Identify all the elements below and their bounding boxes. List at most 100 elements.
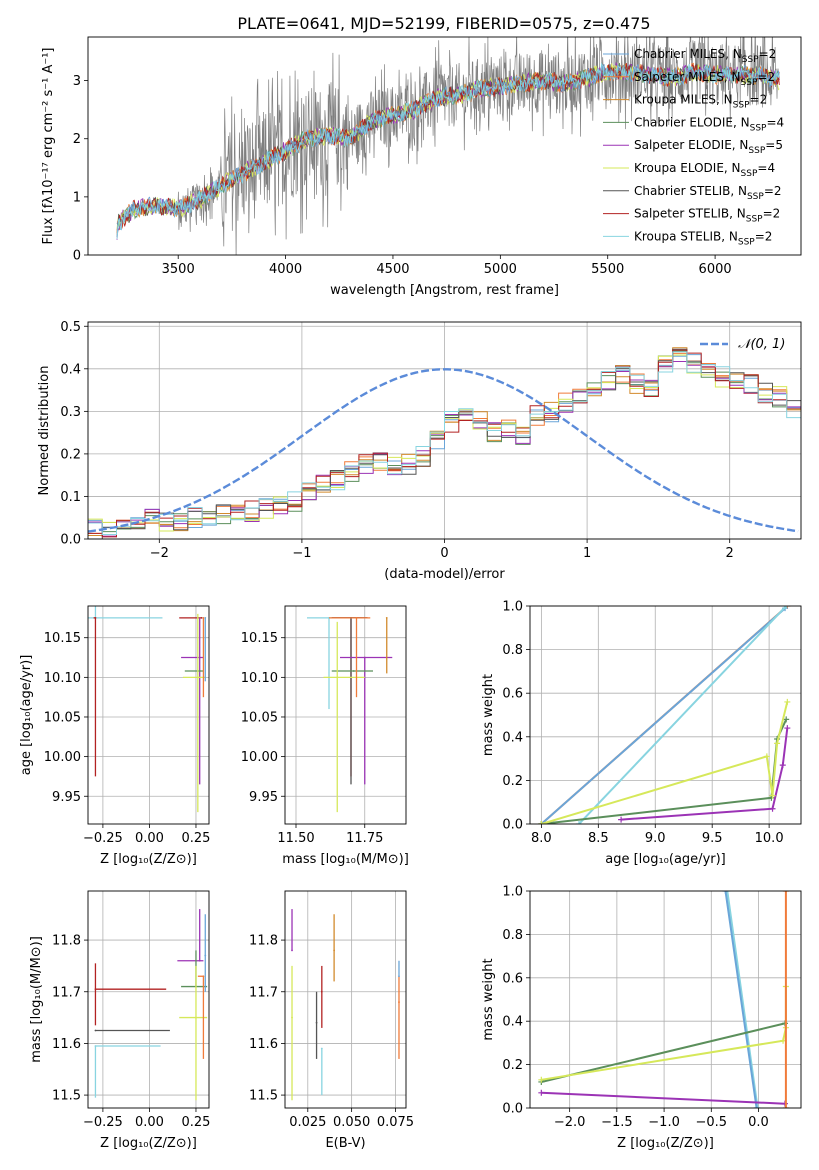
age_vs_mass-point-7	[385, 616, 388, 619]
figure-title: PLATE=0641, MJD=52199, FIBERID=0575, z=0…	[237, 14, 650, 33]
massweight_vs_age-marker-5-4	[784, 698, 791, 705]
age_vs_mass-ytick-label: 10.05	[241, 710, 278, 725]
legend-label-sub: SSP	[747, 192, 764, 202]
residuals-ytick-label: 0.3	[60, 405, 81, 420]
massweight_vs_Z-xtick-label: −0.5	[696, 1115, 728, 1130]
age_vs_Z-plot-area	[88, 606, 207, 813]
mass_vs_Z-ytick-label: 11.5	[52, 1089, 81, 1104]
mass_vs_ebv-xtick-label: 0.050	[333, 1115, 370, 1130]
massweight_vs_Z-ylabel: mass weight	[481, 958, 496, 1040]
massweight_vs_age-xtick-label: 9.0	[645, 831, 666, 846]
legend-label-sub: SSP	[746, 215, 763, 225]
plot-layer: 3500 4000 4500 5000 5500 6000 0 1 2 3 wavelength […	[19, 36, 802, 1151]
mass_vs_Z-plot-area	[94, 909, 208, 1101]
mass_vs_ebv-point-1	[291, 1016, 293, 1019]
age_vs_Z-point-3	[198, 656, 201, 659]
mass_vs_ebv-ytick-label: 11.6	[249, 1037, 278, 1052]
legend-label-sub: SSP	[742, 55, 759, 65]
massweight_vs_age-marker-5-0	[538, 821, 545, 824]
massweight_vs_Z-xtick-label: −1.5	[601, 1115, 633, 1130]
hist-salpeter_stelib	[88, 349, 801, 538]
mass_vs_Z-axes: −0.25 0.00 0.25 11.5 11.6 11.7 11.8 Z [log₁₀(Z/…	[29, 890, 210, 1151]
massweight_vs_Z-ytick-label: 0.4	[502, 1015, 523, 1030]
spectrum-xlabel: wavelength [Angstrom, rest frame]	[330, 283, 559, 298]
massweight_vs_Z-marker-1-0	[722, 891, 729, 894]
massweight_vs_age-marker-3-3	[783, 716, 790, 723]
massweight_vs_Z-ytick-label: 1.0	[502, 885, 523, 900]
massweight_vs_Z-xlabel: Z [log₁₀(Z/Z⊙)]	[617, 1136, 714, 1151]
spectrum-xtick-label: 3500	[162, 262, 195, 277]
massweight_vs_age-marker-2-0	[575, 821, 582, 824]
residuals-xtick-label: −2	[150, 546, 169, 561]
age_vs_Z-frame	[87, 605, 210, 825]
massweight_vs_Z-ytick-label: 0.0	[502, 1102, 523, 1117]
age_vs_mass-ytick-label: 10.10	[241, 671, 278, 686]
spectrum-ytick-label: 3	[73, 74, 81, 89]
spectrum-ylabel: Flux [fλ10⁻¹⁷ erg cm⁻² s⁻¹ A⁻¹]	[41, 48, 56, 245]
residuals-ytick-label: 0.5	[60, 320, 81, 335]
massweight_vs_age-marker-5-1	[763, 753, 770, 760]
legend-label-suffix: =2	[764, 184, 782, 198]
hist-salpeter_miles	[88, 352, 801, 534]
spectrum-axes: 3500 4000 4500 5000 5500 6000 0 1 2 3 wavelength […	[41, 36, 802, 298]
legend-label-chabrier_stelib: Chabrier STELIB, NSSP=2	[634, 184, 782, 202]
massweight_vs_age-xtick-label: 8.5	[588, 831, 609, 846]
mass_vs_Z-point-2	[94, 1045, 97, 1047]
massweight_vs_Z-xtick-label: −2.0	[554, 1115, 586, 1130]
massweight_vs_Z-ytick-label: 0.2	[502, 1058, 523, 1073]
spectrum-xtick-label: 5500	[591, 262, 624, 277]
age_vs_mass-frame	[284, 605, 407, 825]
age_vs_mass-plot-area	[307, 616, 393, 813]
massweight_vs_Z-plot-area	[538, 891, 789, 1108]
legend-label-suffix: =4	[766, 115, 784, 129]
spectrum-model-kroupa_stelib	[116, 62, 780, 240]
age_vs_mass-ytick-label: 10.15	[241, 631, 278, 646]
massweight_vs_age-ytick-label: 1.0	[502, 600, 523, 615]
spectrum-data-line	[116, 37, 780, 255]
spectrum-ytick-label: 2	[73, 132, 81, 147]
massweight_vs_age-ytick-label: 0.0	[502, 818, 523, 833]
spectrum-frame	[87, 36, 802, 256]
legend-label-salpeter_stelib: Salpeter STELIB, NSSP=2	[634, 207, 780, 225]
mass_vs_ebv-point-6	[398, 1001, 400, 1003]
massweight_vs_Z-frame	[529, 890, 802, 1109]
mass_vs_Z-xlabel: Z [log₁₀(Z/Z⊙)]	[100, 1136, 197, 1151]
massweight_vs_Z-xtick-label: 0.0	[748, 1115, 769, 1130]
residuals-ytick-label: 0.4	[60, 362, 81, 377]
mass_vs_Z-point-7	[204, 954, 207, 957]
massweight_vs_Z-marker-4-0	[538, 1089, 545, 1096]
residuals-xtick-label: 2	[726, 546, 734, 561]
spectrum-xtick-label: 4000	[269, 262, 302, 277]
spectrum-plot-area	[116, 37, 780, 255]
massweight_vs_age-ylabel: mass weight	[481, 674, 496, 756]
hist-salpeter_elodie	[88, 361, 801, 537]
massweight_vs_age-frame	[529, 605, 802, 825]
residuals-ytick-label: 0.1	[60, 490, 81, 505]
spectrum-ytick-label: 1	[73, 190, 81, 205]
age_vs_Z-point-2	[200, 616, 203, 619]
hist-chabrier_miles	[88, 354, 801, 529]
mass_vs_Z-point-5	[195, 1016, 197, 1019]
spectrum-xtick-label: 6000	[699, 262, 732, 277]
age_vs_mass-axes: 11.50 11.75 9.95 10.00 10.05 10.10 10.15 mass […	[241, 605, 409, 867]
massweight_vs_Z-marker-0-0	[724, 891, 731, 894]
spectrum-ytick-label: 0	[73, 249, 81, 264]
massweight_vs_Z-marker-3-0	[538, 1076, 545, 1083]
legend-label-suffix: =5	[765, 138, 783, 152]
legend-label-sub: SSP	[741, 169, 758, 179]
mass_vs_Z-ytick-label: 11.7	[52, 985, 81, 1000]
residuals-xtick-label: 0	[440, 546, 448, 561]
age_vs_mass-point-5	[336, 676, 339, 679]
massweight_vs_age-plot-area	[538, 606, 791, 824]
massweight_vs_age-xtick-label: 8.0	[531, 831, 552, 846]
massweight_vs_Z-marker-5-1	[782, 891, 789, 894]
mass_vs_ebv-ytick-label: 11.5	[249, 1089, 278, 1104]
age_vs_Z-ytick-label: 9.95	[52, 790, 81, 805]
mass_vs_Z-xtick-label: −0.25	[83, 1115, 123, 1130]
massweight_vs_age-marker-4-2	[779, 762, 786, 769]
residuals-ytick-label: 0.2	[60, 447, 81, 462]
mass_vs_Z-point-3	[198, 959, 201, 962]
legend-label-main: Salpeter ELODIE, N	[634, 138, 748, 152]
massweight_vs_age-marker-4-3	[784, 725, 791, 732]
